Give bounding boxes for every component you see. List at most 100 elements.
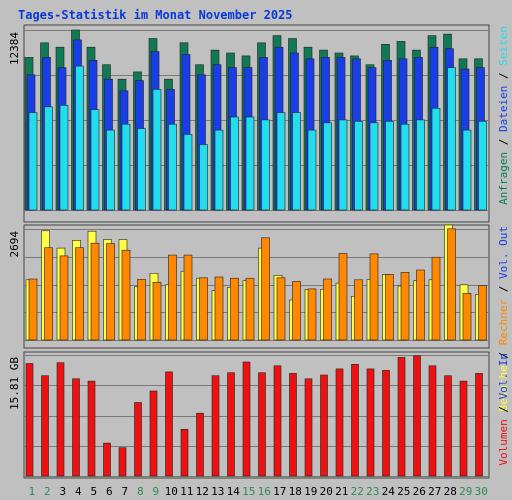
bar-seiten-day-24	[385, 121, 394, 211]
bar-seiten-day-21	[338, 119, 348, 211]
bar-rechner-day-29	[462, 293, 472, 341]
bar-volumen-day-1	[25, 363, 34, 477]
right-legend-requests: Anfragen / Dateien / Seiten	[497, 26, 510, 205]
bar-seiten-day-15	[245, 116, 255, 211]
day-label-18: 18	[289, 485, 302, 498]
chart-title: Tages-Statistik im Monat November 2025	[18, 8, 293, 22]
bar-rechner-day-21	[338, 253, 348, 341]
bar-rechner-day-22	[354, 279, 363, 341]
bar-rechner-day-4	[75, 247, 84, 341]
bar-seiten-day-6	[106, 129, 115, 211]
bar-rechner-day-10	[168, 254, 177, 341]
day-label-19: 19	[304, 485, 317, 498]
day-label-11: 11	[180, 485, 193, 498]
bar-rechner-day-24	[385, 274, 394, 341]
legend-separator: /	[497, 279, 510, 299]
bar-volumen-day-19	[304, 378, 313, 477]
bar-seiten-day-20	[323, 122, 332, 211]
bar-seiten-day-1	[28, 112, 38, 211]
bar-volumen-day-14	[227, 372, 235, 477]
bar-rechner-day-30	[478, 285, 487, 341]
bar-rechner-day-12	[199, 277, 208, 341]
bar-rechner-day-16	[261, 237, 270, 341]
bar-volumen-day-13	[211, 375, 220, 477]
bar-seiten-day-4	[75, 65, 84, 211]
panel-frame-requests	[23, 24, 490, 223]
day-label-16: 16	[258, 485, 271, 498]
legend-vol-in: Vol. In	[497, 353, 510, 399]
bar-volumen-day-8	[134, 402, 142, 477]
panel-frame-volume	[23, 351, 490, 479]
bar-rechner-day-7	[121, 249, 131, 341]
bar-volumen-day-10	[165, 371, 173, 477]
legend-anfragen: Anfragen	[497, 152, 510, 205]
bar-volumen-day-12	[196, 412, 204, 477]
bar-volumen-day-30	[475, 373, 483, 477]
bar-volumen-day-25	[397, 357, 406, 477]
legend-separator: /	[497, 345, 510, 365]
bar-seiten-day-26	[416, 119, 425, 211]
bar-seiten-day-9	[152, 89, 162, 211]
bar-seiten-day-10	[168, 123, 177, 211]
bar-rechner-day-6	[106, 243, 115, 341]
day-label-9: 9	[152, 485, 159, 498]
bar-rechner-day-3	[59, 255, 69, 341]
day-label-28: 28	[444, 485, 457, 498]
bar-rechner-day-17	[276, 277, 286, 341]
bar-volumen-day-3	[56, 362, 65, 477]
bar-seiten-day-25	[400, 123, 410, 211]
legend-separator: /	[497, 66, 510, 86]
bar-rechner-day-19	[307, 288, 317, 341]
day-label-4: 4	[75, 485, 82, 498]
bar-rechner-day-8	[137, 279, 146, 341]
day-label-26: 26	[413, 485, 426, 498]
bar-seiten-day-30	[478, 121, 487, 211]
day-label-7: 7	[121, 485, 128, 498]
bar-rechner-day-13	[214, 276, 224, 341]
bar-rechner-day-5	[90, 242, 100, 341]
bar-volumen-day-29	[459, 380, 468, 477]
legend-vol-out: Vol. Out	[497, 226, 510, 279]
day-label-10: 10	[165, 485, 178, 498]
day-label-29: 29	[459, 485, 472, 498]
right-legend-volume: Volumen / Vol. In	[497, 353, 510, 466]
right-legend-visits: Besuche / Rechner / Vol. Out	[497, 226, 510, 411]
bar-seiten-day-19	[307, 129, 317, 211]
legend-besuche: Besuche	[497, 365, 510, 411]
bar-seiten-day-16	[261, 119, 270, 211]
bar-rechner-day-23	[369, 253, 379, 341]
bar-seiten-day-7	[121, 123, 131, 211]
bar-rechner-day-14	[230, 277, 239, 341]
bar-volumen-day-21	[335, 368, 344, 477]
bar-volumen-day-17	[273, 365, 282, 477]
legend-separator: /	[497, 399, 510, 419]
bar-rechner-day-15	[245, 277, 255, 341]
bar-seiten-day-12	[199, 144, 208, 211]
bar-volumen-day-4	[72, 378, 80, 477]
day-label-24: 24	[382, 485, 396, 498]
day-label-20: 20	[320, 485, 333, 498]
max-label-requests: 12384	[8, 32, 21, 65]
max-label-visits: 2694	[8, 231, 21, 258]
day-label-27: 27	[428, 485, 441, 498]
legend-volumen: Volumen	[497, 419, 510, 465]
bar-volumen-day-9	[149, 390, 158, 477]
bar-volumen-day-7	[118, 447, 127, 477]
bar-volumen-day-11	[180, 428, 189, 477]
bar-rechner-day-11	[183, 254, 193, 341]
bar-volumen-day-27	[428, 365, 437, 477]
bar-rechner-day-9	[152, 281, 162, 341]
bar-volumen-day-20	[320, 374, 328, 477]
bar-seiten-day-11	[183, 134, 193, 211]
legend-dateien: Dateien	[497, 86, 510, 132]
panel-frame-visits	[23, 224, 490, 349]
bar-rechner-day-2	[44, 247, 53, 341]
bar-rechner-day-20	[323, 278, 332, 341]
day-label-30: 30	[475, 485, 488, 498]
bar-seiten-day-17	[276, 112, 286, 211]
day-label-6: 6	[106, 485, 113, 498]
day-label-5: 5	[90, 485, 97, 498]
bar-seiten-day-23	[369, 122, 379, 211]
bar-seiten-day-8	[137, 128, 146, 211]
